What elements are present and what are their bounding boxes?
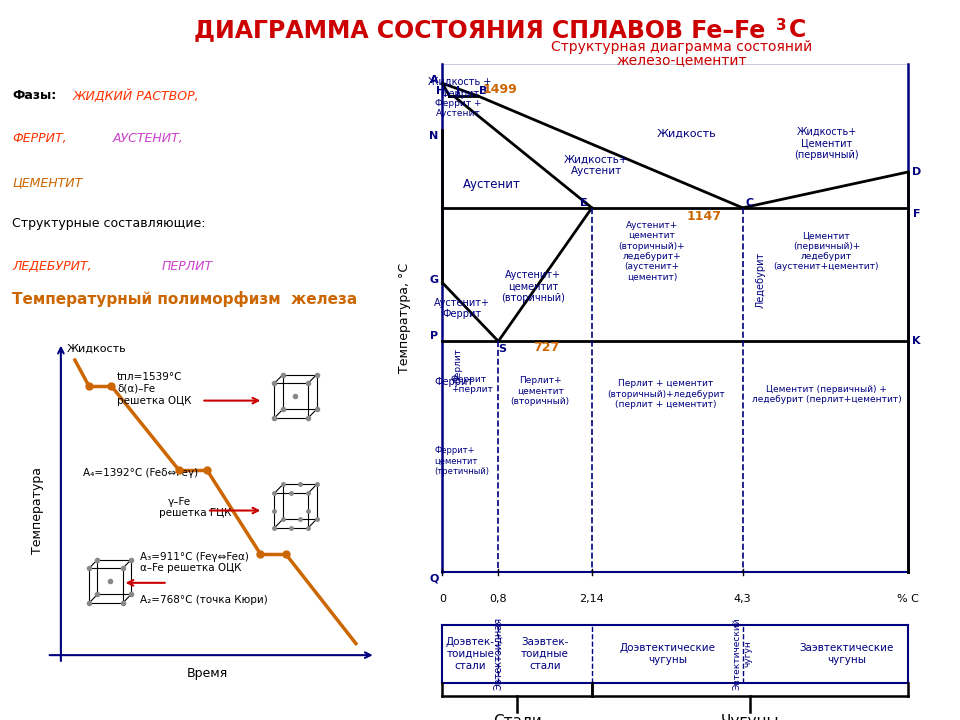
Text: α–Fe решетка ОЦК: α–Fe решетка ОЦК bbox=[139, 563, 241, 573]
Text: Жидкость+
Цементит
(первичный): Жидкость+ Цементит (первичный) bbox=[794, 127, 859, 160]
Text: Время: Время bbox=[186, 667, 228, 680]
Text: Фазы:: Фазы: bbox=[12, 89, 57, 102]
Text: Цементит
(первичный)+
ледебурит
(аустенит+цементит): Цементит (первичный)+ ледебурит (аустени… bbox=[774, 231, 879, 271]
Text: A₃=911°C (Feγ⇔Feα): A₃=911°C (Feγ⇔Feα) bbox=[139, 552, 249, 562]
Text: Жидкость: Жидкость bbox=[66, 343, 126, 354]
Text: Аустенит: Аустенит bbox=[463, 178, 520, 191]
Text: решетка ГЦК: решетка ГЦК bbox=[159, 508, 231, 518]
Text: 1499: 1499 bbox=[483, 83, 517, 96]
Text: Температурный полиморфизм  железа: Температурный полиморфизм железа bbox=[12, 291, 357, 307]
Text: A₂=768°C (точка Кюри): A₂=768°C (точка Кюри) bbox=[139, 595, 267, 605]
Text: Аустенит+
цементит
(вторичный)+
ледебурит+
(аустенит+
цементит): Аустенит+ цементит (вторичный)+ ледебури… bbox=[618, 221, 685, 282]
Text: Структурные составляющие:: Структурные составляющие: bbox=[12, 217, 205, 230]
Text: P: P bbox=[430, 331, 438, 341]
Text: C: C bbox=[746, 198, 754, 208]
Text: Температура: Температура bbox=[31, 467, 44, 554]
Text: J: J bbox=[456, 86, 460, 96]
Text: ДИАГРАММА СОСТОЯНИЯ СПЛАВОВ Fe–Fe: ДИАГРАММА СОСТОЯНИЯ СПЛАВОВ Fe–Fe bbox=[194, 18, 766, 42]
Text: Заэвтек-
тоидные
стали: Заэвтек- тоидные стали bbox=[521, 637, 569, 670]
Text: 727: 727 bbox=[533, 341, 560, 354]
Text: 2,14: 2,14 bbox=[580, 595, 604, 604]
Text: Феррит +
Аустенит: Феррит + Аустенит bbox=[436, 99, 482, 118]
Text: ЦЕМЕНТИТ: ЦЕМЕНТИТ bbox=[12, 176, 83, 189]
Text: Эвтектоидная: Эвтектоидная bbox=[493, 617, 503, 690]
Text: Заэвтектические
чугуны: Заэвтектические чугуны bbox=[799, 643, 894, 665]
Text: Эвтектический
чугун: Эвтектический чугун bbox=[733, 618, 753, 690]
Text: Феррит+
цементит
(третичный): Феррит+ цементит (третичный) bbox=[434, 446, 489, 476]
Text: N: N bbox=[429, 131, 439, 141]
Text: Жидкость +
Феррит: Жидкость + Феррит bbox=[428, 77, 492, 99]
Text: решетка ОЦК: решетка ОЦК bbox=[117, 395, 191, 405]
Text: 1147: 1147 bbox=[686, 210, 722, 222]
Text: E: E bbox=[580, 198, 588, 208]
Text: K: K bbox=[912, 336, 921, 346]
Text: Доэвтек-
тоидные
стали: Доэвтек- тоидные стали bbox=[445, 637, 495, 670]
Text: ПЕРЛИТ: ПЕРЛИТ bbox=[161, 260, 212, 273]
Text: B: B bbox=[479, 86, 488, 96]
Text: Жидкость+
Аустенит: Жидкость+ Аустенит bbox=[564, 155, 629, 176]
Text: Температура, °С: Температура, °С bbox=[397, 263, 411, 373]
Text: G: G bbox=[429, 274, 439, 284]
Text: γ–Fe: γ–Fe bbox=[168, 497, 191, 507]
Text: Стали: Стали bbox=[492, 714, 541, 720]
Text: Жидкость: Жидкость bbox=[657, 129, 717, 139]
Text: F: F bbox=[913, 210, 921, 219]
Text: Структурная диаграмма состояний: Структурная диаграмма состояний bbox=[551, 40, 812, 53]
Text: 0: 0 bbox=[439, 595, 446, 604]
Text: Доэвтектические
чугуны: Доэвтектические чугуны bbox=[619, 643, 715, 665]
Text: A: A bbox=[430, 75, 439, 85]
Text: D: D bbox=[912, 167, 922, 177]
Text: Аустенит+
Феррит: Аустенит+ Феррит bbox=[434, 298, 490, 320]
Text: 3: 3 bbox=[776, 18, 786, 33]
Text: H: H bbox=[437, 86, 445, 96]
Text: S: S bbox=[498, 344, 507, 354]
Text: Перлит: Перлит bbox=[453, 348, 463, 383]
Text: Феррит: Феррит bbox=[434, 377, 473, 387]
Text: Ледебурит: Ледебурит bbox=[756, 252, 766, 308]
Text: Аустенит+
цементит
(вторичный): Аустенит+ цементит (вторичный) bbox=[501, 270, 565, 303]
Text: Феррит
+перлит: Феррит +перлит bbox=[451, 375, 492, 395]
Text: 0,8: 0,8 bbox=[490, 595, 507, 604]
Text: ЛЕДЕБУРИТ,: ЛЕДЕБУРИТ, bbox=[12, 260, 92, 273]
Text: % C: % C bbox=[898, 595, 919, 604]
Text: железо-цементит: железо-цементит bbox=[616, 53, 747, 66]
Text: ФЕРРИТ,: ФЕРРИТ, bbox=[12, 132, 67, 145]
Text: Q: Q bbox=[429, 574, 439, 583]
Text: ЖИДКИЙ РАСТВОР,: ЖИДКИЙ РАСТВОР, bbox=[73, 89, 200, 103]
Text: C: C bbox=[789, 18, 806, 42]
Text: Перлит+
цементит
(вторичный): Перлит+ цементит (вторичный) bbox=[511, 377, 570, 406]
Text: tпл=1539°C: tпл=1539°C bbox=[117, 372, 182, 382]
Text: Перлит + цементит
(вторичный)+ледебурит
(перлит + цементит): Перлит + цементит (вторичный)+ледебурит … bbox=[607, 379, 725, 409]
Text: Цементит (первичный) +
ледебурит (перлит+цементит): Цементит (первичный) + ледебурит (перлит… bbox=[752, 384, 901, 404]
Text: АУСТЕНИТ,: АУСТЕНИТ, bbox=[113, 132, 183, 145]
Text: Чугуны: Чугуны bbox=[720, 714, 779, 720]
Text: 4,3: 4,3 bbox=[733, 595, 752, 604]
Text: A₄=1392°C (Feδ⇔Feγ): A₄=1392°C (Feδ⇔Feγ) bbox=[84, 468, 199, 478]
Text: δ(α)–Fe: δ(α)–Fe bbox=[117, 384, 156, 394]
